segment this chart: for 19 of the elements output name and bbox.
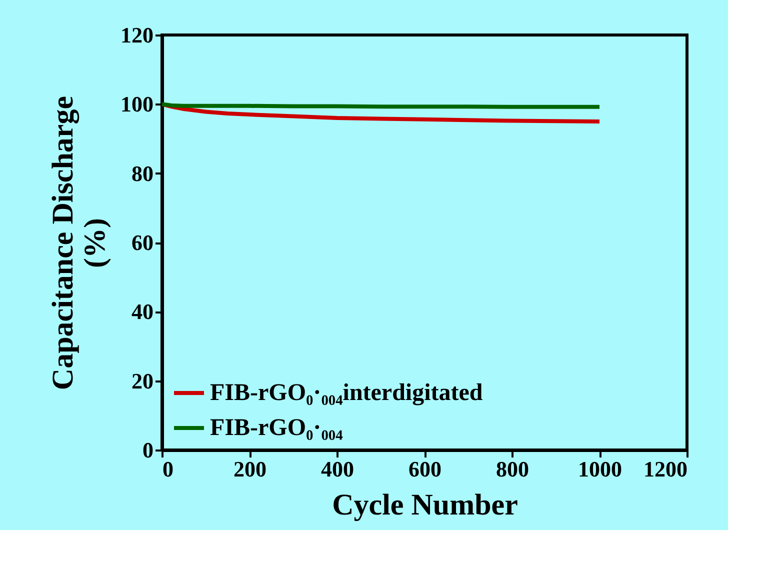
legend-label: FIB-rGO₀·₀₀₄interdigitated: [210, 380, 484, 406]
y-tick-label: 100: [120, 92, 154, 117]
y-tick-label: 60: [132, 230, 154, 255]
x-tick-label: 1200: [644, 456, 688, 482]
x-tick-label: 1000: [578, 456, 622, 482]
y-tick-label: 20: [132, 368, 154, 394]
line-series: [160, 102, 602, 124]
y-tick-label: 80: [132, 160, 154, 186]
x-tick-label: 200: [234, 456, 266, 482]
x-axis-title: Cycle Number: [332, 488, 518, 522]
y-tick-label: 120: [120, 22, 154, 48]
y-tick-label: 40: [132, 299, 154, 324]
x-tick-label: 800: [496, 456, 529, 482]
x-tick-label: 400: [321, 456, 354, 482]
legend-label: FIB-rGO₀·₀₀₄: [210, 415, 343, 441]
y-axis-title: Capacitance Discharge (%): [46, 96, 112, 390]
x-tick-label: 600: [408, 456, 442, 482]
x-tick-label: 0: [162, 456, 174, 482]
y-tick-label: 0: [142, 438, 154, 462]
